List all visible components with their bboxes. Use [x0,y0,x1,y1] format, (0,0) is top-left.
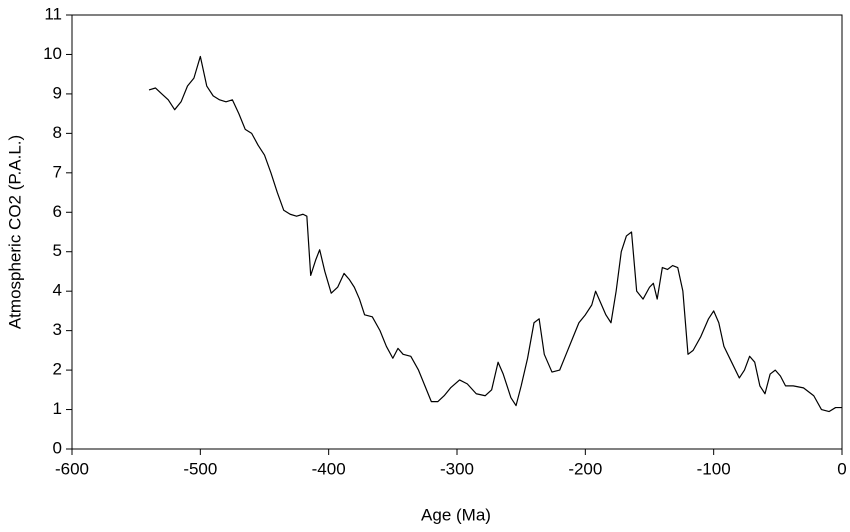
x-tick-label: -200 [568,459,602,478]
y-tick-label: 3 [53,320,62,339]
y-tick-label: 0 [53,438,62,457]
x-tick-label: -300 [440,459,474,478]
y-tick-label: 1 [53,399,62,418]
x-axis-label: Age (Ma) [421,505,491,524]
y-axis-label: Atmospheric CO2 (P.A.L.) [5,135,24,329]
y-tick-label: 9 [53,83,62,102]
x-tick-label: -600 [55,459,89,478]
y-tick-label: 8 [53,123,62,142]
y-tick-label: 10 [43,44,62,63]
x-tick-label: -500 [183,459,217,478]
y-tick-label: 6 [53,202,62,221]
y-tick-label: 11 [44,4,62,23]
y-tick-label: 4 [53,281,62,300]
x-tick-label: 0 [837,459,846,478]
x-tick-label: -100 [697,459,731,478]
plot-frame [71,14,843,450]
y-tick-label: 7 [53,162,62,181]
line [148,55,842,413]
x-tick-label: -400 [312,459,346,478]
y-tick-label: 2 [53,360,62,379]
y-tick-label: 5 [53,241,62,260]
